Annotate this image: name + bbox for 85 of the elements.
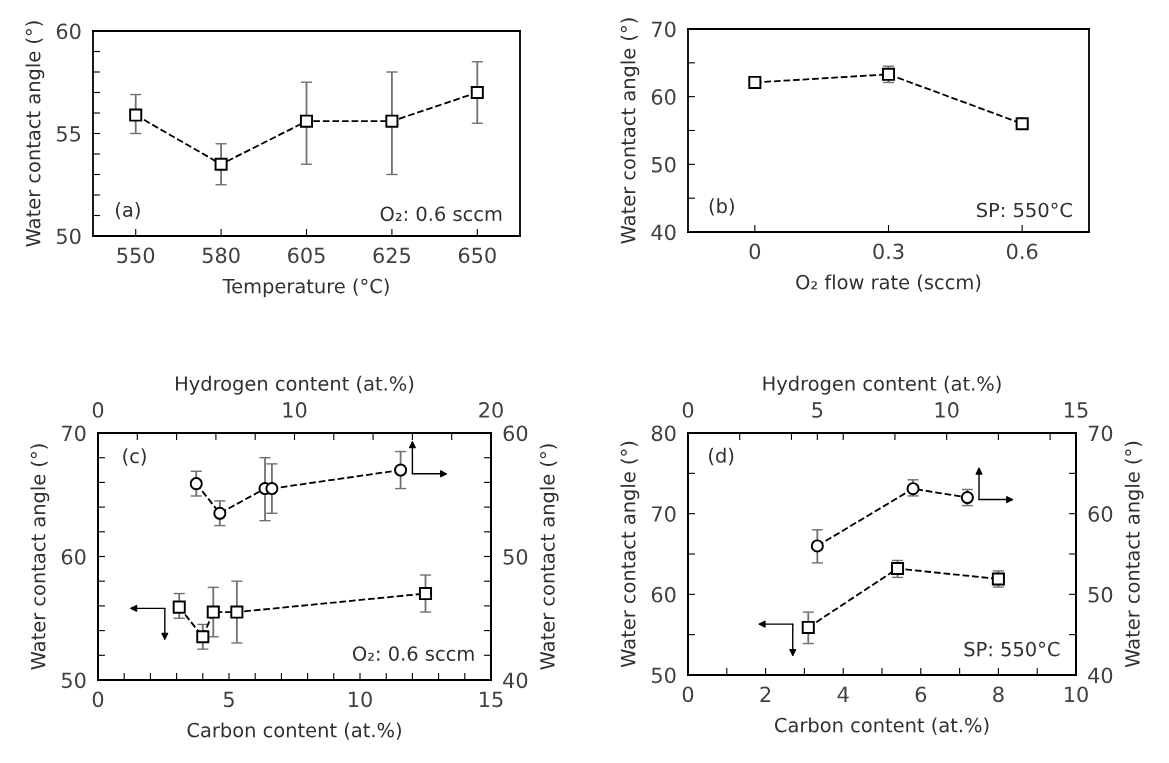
point xyxy=(801,620,815,634)
x-tick-label: 0.3 xyxy=(873,243,904,260)
x-tick-label: 605 xyxy=(288,247,325,264)
point xyxy=(206,605,220,619)
x-tick-label: 10 xyxy=(349,691,372,708)
annotation: (a) xyxy=(116,202,140,220)
y-tick-label: 50 xyxy=(1088,586,1113,603)
annotation: (b) xyxy=(709,198,734,216)
y-tick-label: 60 xyxy=(651,89,676,105)
y-axis-title: Water contact angle (°) xyxy=(25,21,45,247)
x-axis-title: Hydrogen content (at.%) xyxy=(763,375,1001,395)
x-tick-label: 0.6 xyxy=(1006,243,1038,260)
point xyxy=(189,477,203,491)
x-tick-label: 580 xyxy=(202,247,240,264)
point xyxy=(299,114,314,128)
x-tick-label: 550 xyxy=(117,247,155,264)
x-tick-label: 650 xyxy=(458,247,496,264)
point xyxy=(265,482,279,496)
point xyxy=(385,114,399,128)
x-tick-label: 5 xyxy=(223,691,234,708)
y-tick-label: 60 xyxy=(651,586,676,603)
y-tick-label: 70 xyxy=(652,506,676,522)
annotation: SP: 550°C xyxy=(977,202,1072,218)
x-axis-title: O₂ flow rate (sccm) xyxy=(796,274,981,292)
x-tick-label: 0 xyxy=(682,686,694,703)
x-axis-title: Carbon content (at.%) xyxy=(187,722,401,740)
point xyxy=(394,463,408,477)
x-tick-label: 625 xyxy=(373,247,410,264)
y-tick-label: 40 xyxy=(503,672,528,689)
x-tick-label: 0 xyxy=(749,243,761,260)
y-tick-label: 70 xyxy=(1088,425,1113,442)
point xyxy=(810,539,824,553)
x-tick-label: 2 xyxy=(760,686,771,702)
annotation: SP: 550°C xyxy=(964,641,1060,657)
y-tick-label: 60 xyxy=(56,23,81,40)
annotation: (d) xyxy=(709,447,734,466)
y-tick-label: 55 xyxy=(56,126,81,142)
y-tick-label: 50 xyxy=(503,548,528,565)
x-axis-title: Hydrogen content (at.%) xyxy=(176,375,414,395)
y-axis-title: Water contact angle (°) xyxy=(539,444,559,670)
y-tick-label: 50 xyxy=(651,667,676,684)
y-tick-label: 70 xyxy=(652,21,676,38)
point xyxy=(748,75,762,89)
y-tick-label: 40 xyxy=(1088,667,1113,684)
x-tick-label: 0 xyxy=(92,402,104,418)
annotation: O₂: 0.6 sccm xyxy=(380,206,502,222)
x-tick-label: 10 xyxy=(935,402,959,418)
x-tick-label: 20 xyxy=(479,402,503,418)
y-tick-label: 60 xyxy=(503,425,528,442)
point xyxy=(906,482,920,496)
x-tick-label: 0 xyxy=(682,402,694,418)
x-tick-label: 6 xyxy=(915,686,927,703)
y-axis-title: Water contact angle (°) xyxy=(620,18,640,244)
y-tick-label: 60 xyxy=(1088,506,1113,522)
y-tick-label: 40 xyxy=(651,224,676,241)
x-tick-label: 0 xyxy=(92,691,104,708)
y-tick-label: 50 xyxy=(61,672,86,689)
point xyxy=(1015,117,1029,131)
annotation: (c) xyxy=(123,448,146,466)
x-tick-label: 5 xyxy=(812,402,823,418)
x-tick-label: 4 xyxy=(837,686,849,702)
y-axis-title: Water contact angle (°) xyxy=(1124,441,1144,668)
y-tick-label: 80 xyxy=(651,425,676,442)
point xyxy=(230,605,244,619)
y-axis-title: Water contact angle (°) xyxy=(620,441,640,668)
x-tick-label: 10 xyxy=(1065,686,1088,703)
y-tick-label: 50 xyxy=(56,228,81,245)
point xyxy=(418,587,433,601)
point xyxy=(172,600,186,614)
y-tick-label: 50 xyxy=(651,156,676,173)
x-tick-label: 10 xyxy=(283,402,307,418)
point xyxy=(196,630,210,644)
point xyxy=(129,108,143,122)
point xyxy=(470,85,484,100)
x-axis-title: Carbon content (at.%) xyxy=(774,717,989,735)
x-tick-label: 8 xyxy=(993,686,1004,703)
y-tick-label: 70 xyxy=(62,425,86,442)
point xyxy=(213,506,227,520)
annotation: O₂: 0.6 sccm xyxy=(352,646,474,661)
y-tick-label: 60 xyxy=(61,548,86,565)
x-tick-label: 15 xyxy=(1065,402,1088,418)
x-tick-label: 15 xyxy=(480,691,503,708)
point xyxy=(214,157,228,171)
y-axis-title: Water contact angle (°) xyxy=(30,444,50,670)
x-axis-title: Temperature (°C) xyxy=(222,278,389,298)
